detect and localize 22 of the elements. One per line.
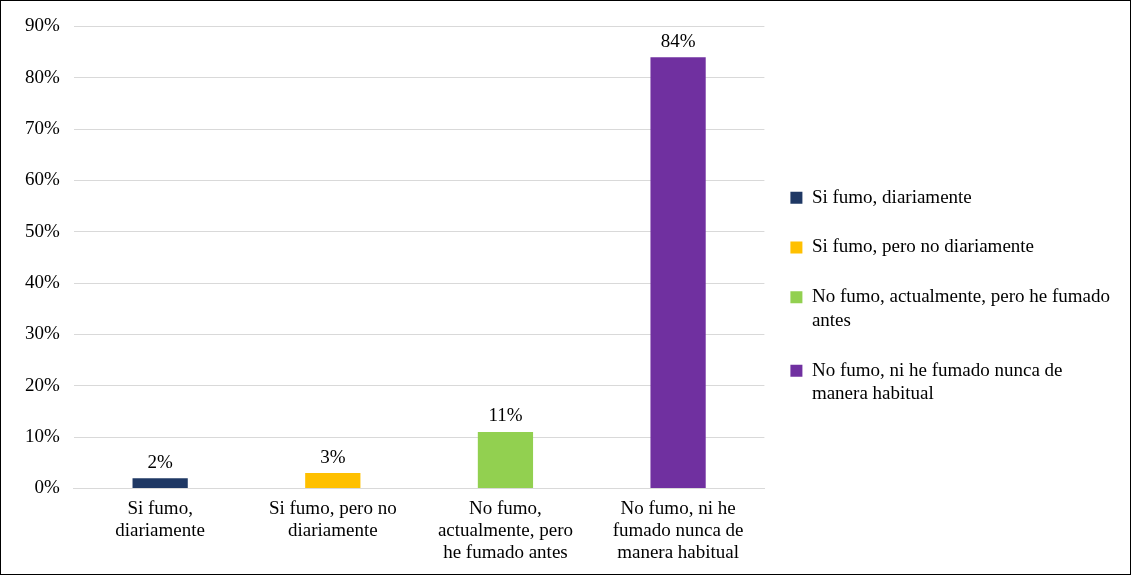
y-tick-label: 70% (25, 117, 60, 139)
y-tick-label: 60% (25, 168, 60, 190)
data-label: 84% (660, 29, 696, 51)
legend-label: Si fumo, pero no diariamente (811, 235, 1035, 257)
legend-label: No fumo, actualmente, pero he fumado antes (811, 285, 1110, 330)
data-label: 3% (320, 445, 346, 467)
y-tick-label: 50% (25, 219, 60, 241)
y-tick-label: 0% (34, 476, 60, 498)
y-tick-label: 40% (25, 271, 60, 293)
y-tick-label: 30% (25, 322, 60, 344)
x-tick-label: No fumo, ni he fumado nunca de manera habitual (612, 497, 744, 563)
x-tick-label: Si fumo, diariamente (115, 497, 205, 541)
data-label: 2% (147, 450, 173, 472)
y-tick-label: 80% (25, 65, 60, 87)
x-tick-label: No fumo, actualmente, pero he fumado antes (437, 497, 573, 563)
legend-label: No fumo, ni he fumado nunca de manera habitual (811, 358, 1063, 404)
y-tick-label: 10% (25, 425, 60, 447)
legend-label: Si fumo, diariamente (811, 185, 972, 207)
y-tick-label: 20% (25, 373, 60, 395)
y-tick-label: 90% (25, 14, 60, 36)
data-label: 11% (488, 404, 523, 426)
x-tick-label: Si fumo, pero no diariamente (268, 497, 397, 541)
